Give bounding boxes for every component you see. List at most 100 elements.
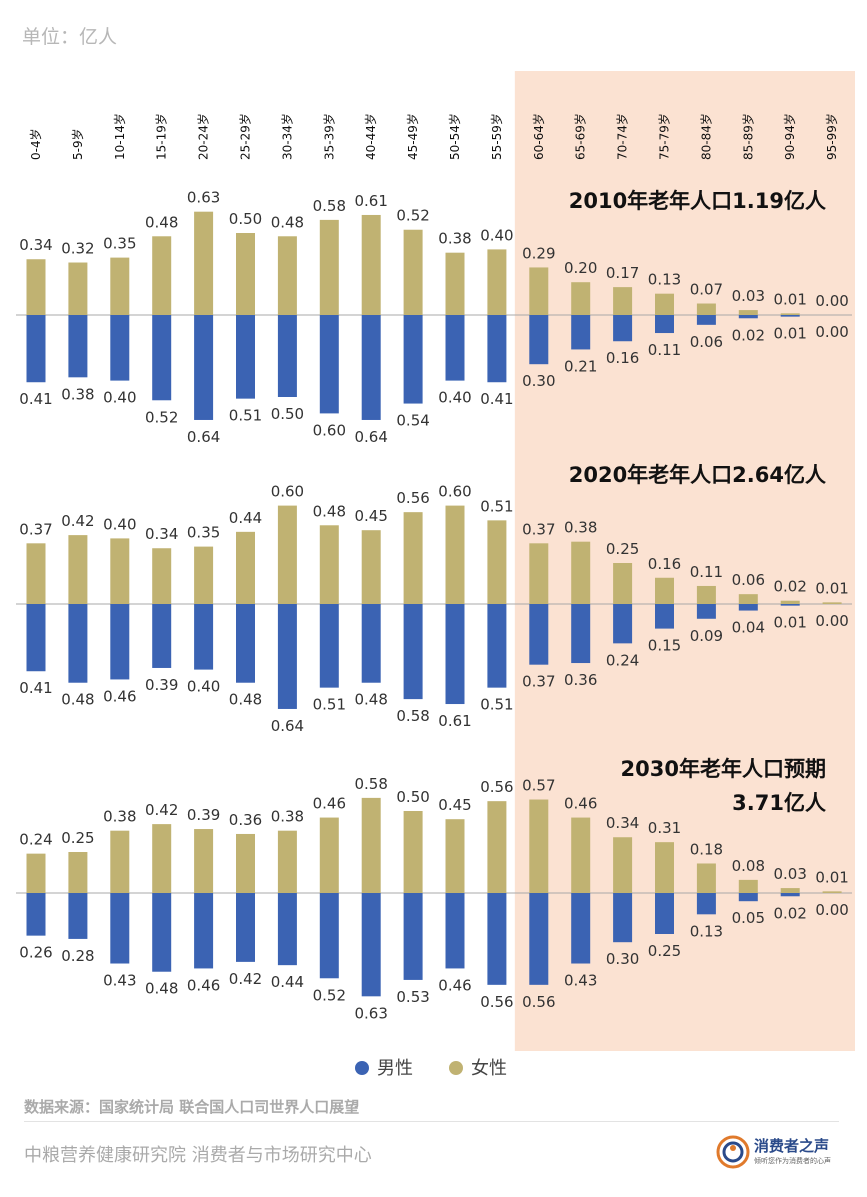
male-bar: [655, 893, 674, 934]
female-value-label: 0.25: [61, 829, 94, 847]
male-bar: [487, 604, 507, 688]
male-value-label: 0.38: [61, 385, 94, 403]
female-value-label: 0.17: [606, 264, 639, 282]
female-bar: [236, 233, 255, 315]
female-bar: [738, 310, 758, 315]
female-value-label: 0.16: [648, 555, 681, 573]
category-label: 35-39岁: [321, 113, 336, 160]
female-value-label: 0.60: [271, 483, 304, 501]
male-value-label: 0.40: [187, 678, 220, 696]
male-value-label: 0.43: [564, 972, 597, 990]
female-value-label: 0.20: [564, 259, 597, 277]
female-value-label: 0.01: [773, 290, 806, 308]
male-bar: [655, 604, 674, 629]
male-value-label: 0.54: [396, 412, 429, 430]
male-bar: [738, 604, 758, 611]
panel-title: 2030年老年人口预期: [621, 757, 826, 781]
logo-name: 消费者之声: [754, 1137, 830, 1155]
category-label: 70-74岁: [615, 113, 630, 160]
female-value-label: 0.39: [187, 806, 220, 824]
male-bar: [110, 893, 130, 964]
male-value-label: 0.52: [313, 986, 346, 1004]
female-value-label: 0.34: [145, 525, 178, 543]
male-bar: [403, 604, 423, 700]
female-value-label: 0.63: [187, 189, 220, 207]
male-value-label: 0.51: [480, 696, 513, 714]
female-bar: [110, 538, 130, 604]
category-label: 60-64岁: [531, 113, 546, 160]
female-bar: [696, 585, 716, 604]
male-bar: [780, 893, 800, 897]
legend-male-marker: [355, 1061, 369, 1075]
female-value-label: 0.58: [354, 775, 387, 793]
male-bar: [110, 315, 130, 381]
male-value-label: 0.51: [229, 407, 262, 425]
category-label: 65-69岁: [573, 113, 588, 160]
female-bar: [445, 819, 465, 893]
female-value-label: 0.29: [522, 244, 555, 262]
female-bar: [68, 535, 88, 604]
male-value-label: 0.28: [61, 947, 94, 965]
male-value-label: 0.61: [438, 712, 471, 730]
female-value-label: 0.50: [396, 788, 429, 806]
male-bar: [26, 315, 46, 383]
male-value-label: 0.01: [773, 325, 806, 343]
male-bar: [613, 604, 633, 644]
male-value-label: 0.41: [480, 390, 513, 408]
female-bar: [655, 842, 674, 893]
female-value-label: 0.37: [522, 520, 555, 538]
female-bar: [68, 852, 88, 893]
female-value-label: 0.38: [271, 808, 304, 826]
male-bar: [487, 315, 507, 383]
female-bar: [194, 211, 214, 315]
female-value-label: 0.46: [564, 795, 597, 813]
male-value-label: 0.40: [438, 389, 471, 407]
male-bar: [319, 315, 339, 414]
male-value-label: 0.64: [271, 717, 304, 735]
female-value-label: 0.00: [815, 292, 848, 310]
male-bar: [236, 604, 255, 683]
logo-tagline: 倾听您作为消费者的心声: [754, 1157, 831, 1165]
female-value-label: 0.03: [773, 865, 806, 883]
male-value-label: 0.64: [187, 428, 220, 446]
population-chart: 0-4岁 5-9岁 10-14岁 15-19岁 20-24岁 25-29岁 30-34岁 35…: [16, 71, 855, 1079]
male-value-label: 0.09: [690, 627, 723, 645]
male-value-label: 0.48: [61, 691, 94, 709]
female-value-label: 0.01: [815, 579, 848, 597]
category-label: 55-59岁: [489, 113, 504, 160]
female-bar: [110, 830, 130, 893]
female-value-label: 0.45: [354, 507, 387, 525]
male-value-label: 0.00: [815, 323, 848, 341]
female-bar: [26, 543, 46, 604]
female-value-label: 0.48: [271, 213, 304, 231]
male-value-label: 0.26: [19, 944, 52, 962]
category-label: 95-99岁: [824, 113, 839, 160]
male-value-label: 0.48: [354, 691, 387, 709]
male-value-label: 0.63: [354, 1004, 387, 1022]
male-value-label: 0.25: [648, 942, 681, 960]
male-value-label: 0.36: [564, 671, 597, 689]
female-value-label: 0.48: [313, 502, 346, 520]
male-bar: [403, 315, 423, 404]
male-value-label: 0.39: [145, 676, 178, 694]
male-bar: [696, 315, 716, 325]
male-bar: [236, 893, 255, 962]
category-label: 80-84岁: [698, 113, 713, 160]
category-label: 0-4岁: [28, 128, 43, 160]
female-value-label: 0.03: [732, 287, 765, 305]
male-value-label: 0.16: [606, 349, 639, 367]
male-value-label: 0.50: [271, 405, 304, 423]
female-value-label: 0.40: [480, 226, 513, 244]
male-value-label: 0.41: [19, 679, 52, 697]
male-value-label: 0.30: [522, 372, 555, 390]
female-bar: [110, 257, 130, 315]
male-bar: [277, 315, 297, 397]
female-value-label: 0.07: [690, 281, 723, 299]
male-bar: [152, 604, 172, 668]
male-bar: [738, 893, 758, 902]
female-bar: [571, 817, 591, 893]
female-value-label: 0.35: [187, 524, 220, 542]
male-bar: [780, 315, 800, 317]
female-value-label: 0.18: [690, 840, 723, 858]
category-label: 50-54岁: [447, 113, 462, 160]
